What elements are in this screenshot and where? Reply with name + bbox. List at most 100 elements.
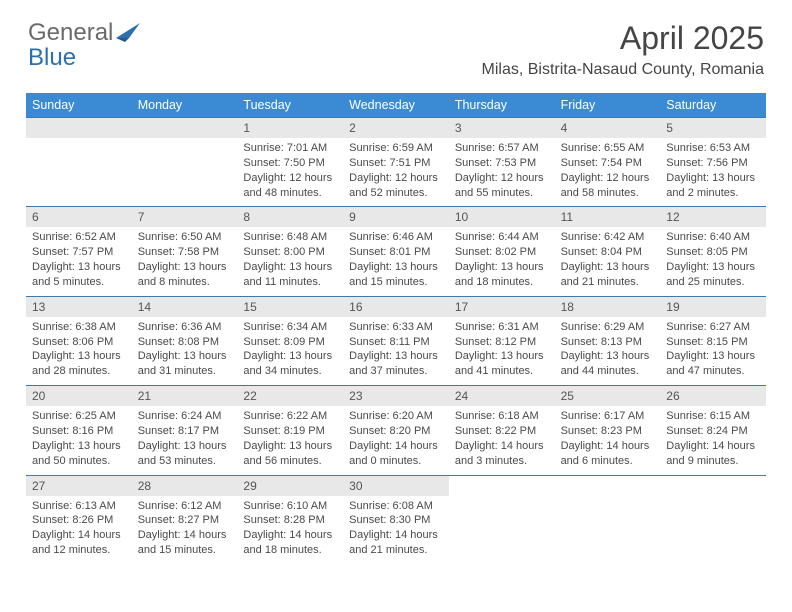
day-body: Sunrise: 6:40 AMSunset: 8:05 PMDaylight:… <box>660 227 766 295</box>
day-number: 29 <box>237 476 343 496</box>
sunset-text: Sunset: 8:06 PM <box>32 335 126 350</box>
day-body: Sunrise: 6:25 AMSunset: 8:16 PMDaylight:… <box>26 406 132 474</box>
daylight-text: Daylight: 14 hours and 0 minutes. <box>349 439 443 469</box>
daylight-text: Daylight: 13 hours and 47 minutes. <box>666 349 760 379</box>
day-cell: 24Sunrise: 6:18 AMSunset: 8:22 PMDayligh… <box>449 386 555 474</box>
sunrise-text: Sunrise: 6:36 AM <box>138 320 232 335</box>
day-body: Sunrise: 6:59 AMSunset: 7:51 PMDaylight:… <box>343 138 449 206</box>
day-body: Sunrise: 6:20 AMSunset: 8:20 PMDaylight:… <box>343 406 449 474</box>
day-number: 23 <box>343 386 449 406</box>
day-cell: 14Sunrise: 6:36 AMSunset: 8:08 PMDayligh… <box>132 297 238 385</box>
day-cell: 22Sunrise: 6:22 AMSunset: 8:19 PMDayligh… <box>237 386 343 474</box>
week-row: 1Sunrise: 7:01 AMSunset: 7:50 PMDaylight… <box>26 117 766 206</box>
sunrise-text: Sunrise: 6:52 AM <box>32 230 126 245</box>
daylight-text: Daylight: 13 hours and 50 minutes. <box>32 439 126 469</box>
day-cell: 28Sunrise: 6:12 AMSunset: 8:27 PMDayligh… <box>132 476 238 564</box>
sunrise-text: Sunrise: 6:33 AM <box>349 320 443 335</box>
sunset-text: Sunset: 7:51 PM <box>349 156 443 171</box>
day-number: 10 <box>449 207 555 227</box>
sunset-text: Sunset: 8:17 PM <box>138 424 232 439</box>
daylight-text: Daylight: 13 hours and 31 minutes. <box>138 349 232 379</box>
day-body: Sunrise: 6:46 AMSunset: 8:01 PMDaylight:… <box>343 227 449 295</box>
day-cell: 10Sunrise: 6:44 AMSunset: 8:02 PMDayligh… <box>449 207 555 295</box>
sunrise-text: Sunrise: 6:20 AM <box>349 409 443 424</box>
sunrise-text: Sunrise: 6:50 AM <box>138 230 232 245</box>
day-cell: 9Sunrise: 6:46 AMSunset: 8:01 PMDaylight… <box>343 207 449 295</box>
sunrise-text: Sunrise: 6:46 AM <box>349 230 443 245</box>
sunset-text: Sunset: 8:30 PM <box>349 513 443 528</box>
daylight-text: Daylight: 12 hours and 55 minutes. <box>455 171 549 201</box>
daylight-text: Daylight: 14 hours and 21 minutes. <box>349 528 443 558</box>
day-number: 26 <box>660 386 766 406</box>
week-row: 20Sunrise: 6:25 AMSunset: 8:16 PMDayligh… <box>26 385 766 474</box>
day-cell: 29Sunrise: 6:10 AMSunset: 8:28 PMDayligh… <box>237 476 343 564</box>
day-cell: 6Sunrise: 6:52 AMSunset: 7:57 PMDaylight… <box>26 207 132 295</box>
day-cell: 20Sunrise: 6:25 AMSunset: 8:16 PMDayligh… <box>26 386 132 474</box>
day-cell: 12Sunrise: 6:40 AMSunset: 8:05 PMDayligh… <box>660 207 766 295</box>
sunset-text: Sunset: 8:19 PM <box>243 424 337 439</box>
day-cell: 8Sunrise: 6:48 AMSunset: 8:00 PMDaylight… <box>237 207 343 295</box>
weekday-thursday: Thursday <box>449 93 555 117</box>
sunrise-text: Sunrise: 6:18 AM <box>455 409 549 424</box>
sunrise-text: Sunrise: 6:17 AM <box>561 409 655 424</box>
empty-cell <box>132 118 238 206</box>
sunset-text: Sunset: 8:28 PM <box>243 513 337 528</box>
day-number: 15 <box>237 297 343 317</box>
month-title: April 2025 <box>482 20 764 57</box>
sunrise-text: Sunrise: 6:34 AM <box>243 320 337 335</box>
sunset-text: Sunset: 8:00 PM <box>243 245 337 260</box>
sunset-text: Sunset: 8:11 PM <box>349 335 443 350</box>
day-number: 3 <box>449 118 555 138</box>
sunrise-text: Sunrise: 6:27 AM <box>666 320 760 335</box>
day-body <box>555 496 661 505</box>
daylight-text: Daylight: 13 hours and 37 minutes. <box>349 349 443 379</box>
week-row: 6Sunrise: 6:52 AMSunset: 7:57 PMDaylight… <box>26 206 766 295</box>
day-cell: 19Sunrise: 6:27 AMSunset: 8:15 PMDayligh… <box>660 297 766 385</box>
sunset-text: Sunset: 8:20 PM <box>349 424 443 439</box>
day-body <box>132 138 238 147</box>
sunrise-text: Sunrise: 6:55 AM <box>561 141 655 156</box>
day-number: 20 <box>26 386 132 406</box>
sunrise-text: Sunrise: 6:42 AM <box>561 230 655 245</box>
day-number: 16 <box>343 297 449 317</box>
day-number: 5 <box>660 118 766 138</box>
daylight-text: Daylight: 13 hours and 44 minutes. <box>561 349 655 379</box>
daylight-text: Daylight: 13 hours and 25 minutes. <box>666 260 760 290</box>
weekday-wednesday: Wednesday <box>343 93 449 117</box>
day-body: Sunrise: 6:24 AMSunset: 8:17 PMDaylight:… <box>132 406 238 474</box>
day-number <box>26 118 132 138</box>
sunrise-text: Sunrise: 6:48 AM <box>243 230 337 245</box>
day-body: Sunrise: 6:08 AMSunset: 8:30 PMDaylight:… <box>343 496 449 564</box>
day-body: Sunrise: 6:15 AMSunset: 8:24 PMDaylight:… <box>660 406 766 474</box>
daylight-text: Daylight: 13 hours and 2 minutes. <box>666 171 760 201</box>
sunset-text: Sunset: 8:04 PM <box>561 245 655 260</box>
daylight-text: Daylight: 13 hours and 34 minutes. <box>243 349 337 379</box>
sunrise-text: Sunrise: 6:59 AM <box>349 141 443 156</box>
header: GeneralBlue April 2025 Milas, Bistrita-N… <box>0 0 792 87</box>
sunset-text: Sunset: 8:22 PM <box>455 424 549 439</box>
sunrise-text: Sunrise: 6:38 AM <box>32 320 126 335</box>
daylight-text: Daylight: 13 hours and 28 minutes. <box>32 349 126 379</box>
sunset-text: Sunset: 7:50 PM <box>243 156 337 171</box>
daylight-text: Daylight: 14 hours and 15 minutes. <box>138 528 232 558</box>
sunrise-text: Sunrise: 6:29 AM <box>561 320 655 335</box>
week-row: 13Sunrise: 6:38 AMSunset: 8:06 PMDayligh… <box>26 296 766 385</box>
kite-icon <box>115 20 142 45</box>
calendar: SundayMondayTuesdayWednesdayThursdayFrid… <box>26 93 766 564</box>
day-cell: 18Sunrise: 6:29 AMSunset: 8:13 PMDayligh… <box>555 297 661 385</box>
day-cell: 2Sunrise: 6:59 AMSunset: 7:51 PMDaylight… <box>343 118 449 206</box>
day-body <box>26 138 132 147</box>
day-body: Sunrise: 6:17 AMSunset: 8:23 PMDaylight:… <box>555 406 661 474</box>
daylight-text: Daylight: 13 hours and 15 minutes. <box>349 260 443 290</box>
day-number: 4 <box>555 118 661 138</box>
day-body: Sunrise: 6:55 AMSunset: 7:54 PMDaylight:… <box>555 138 661 206</box>
day-number: 6 <box>26 207 132 227</box>
daylight-text: Daylight: 14 hours and 12 minutes. <box>32 528 126 558</box>
daylight-text: Daylight: 13 hours and 56 minutes. <box>243 439 337 469</box>
day-cell: 23Sunrise: 6:20 AMSunset: 8:20 PMDayligh… <box>343 386 449 474</box>
day-cell: 5Sunrise: 6:53 AMSunset: 7:56 PMDaylight… <box>660 118 766 206</box>
day-body: Sunrise: 6:42 AMSunset: 8:04 PMDaylight:… <box>555 227 661 295</box>
daylight-text: Daylight: 13 hours and 8 minutes. <box>138 260 232 290</box>
sunset-text: Sunset: 7:56 PM <box>666 156 760 171</box>
daylight-text: Daylight: 13 hours and 41 minutes. <box>455 349 549 379</box>
